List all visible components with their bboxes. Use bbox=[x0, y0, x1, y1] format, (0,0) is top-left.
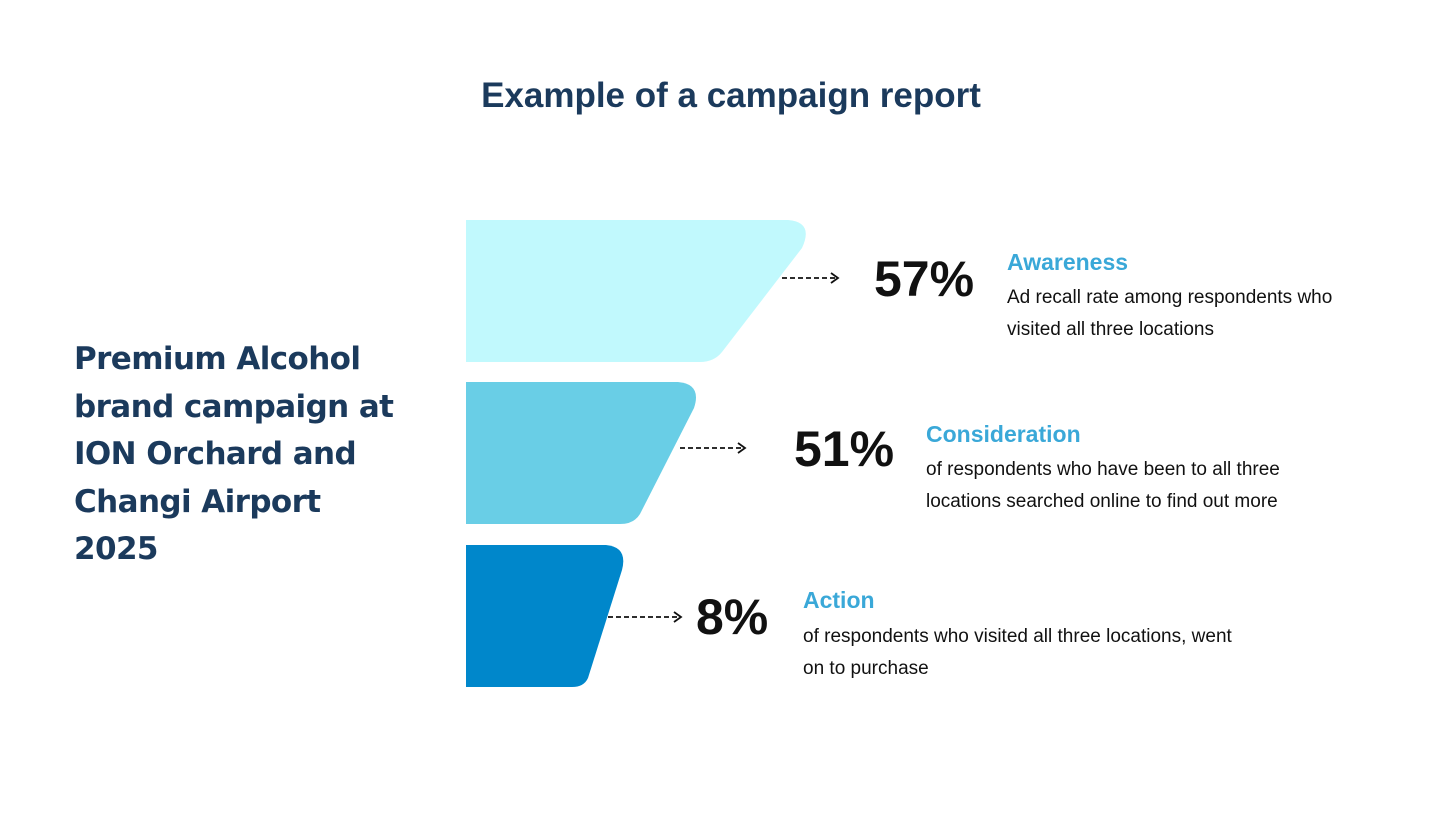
funnel-stage-awareness bbox=[466, 220, 806, 362]
awareness-percent: 57% bbox=[874, 251, 975, 307]
page-title: Example of a campaign report bbox=[481, 76, 981, 115]
consideration-label: Consideration bbox=[926, 421, 1081, 447]
awareness-description: Ad recall rate among respondents who vis… bbox=[1007, 287, 1333, 340]
action-label: Action bbox=[803, 587, 875, 613]
consideration-percent: 51% bbox=[794, 421, 895, 477]
action-description: of respondents who visited all three loc… bbox=[803, 626, 1232, 679]
campaign-title: Premium Alcohol brand campaign at ION Or… bbox=[74, 341, 394, 567]
funnel-stage-consideration bbox=[466, 382, 696, 524]
action-percent: 8% bbox=[696, 589, 769, 645]
funnel-stage-action bbox=[466, 545, 624, 687]
consideration-description: of respondents who have been to all thre… bbox=[926, 459, 1280, 512]
awareness-label: Awareness bbox=[1007, 249, 1129, 275]
